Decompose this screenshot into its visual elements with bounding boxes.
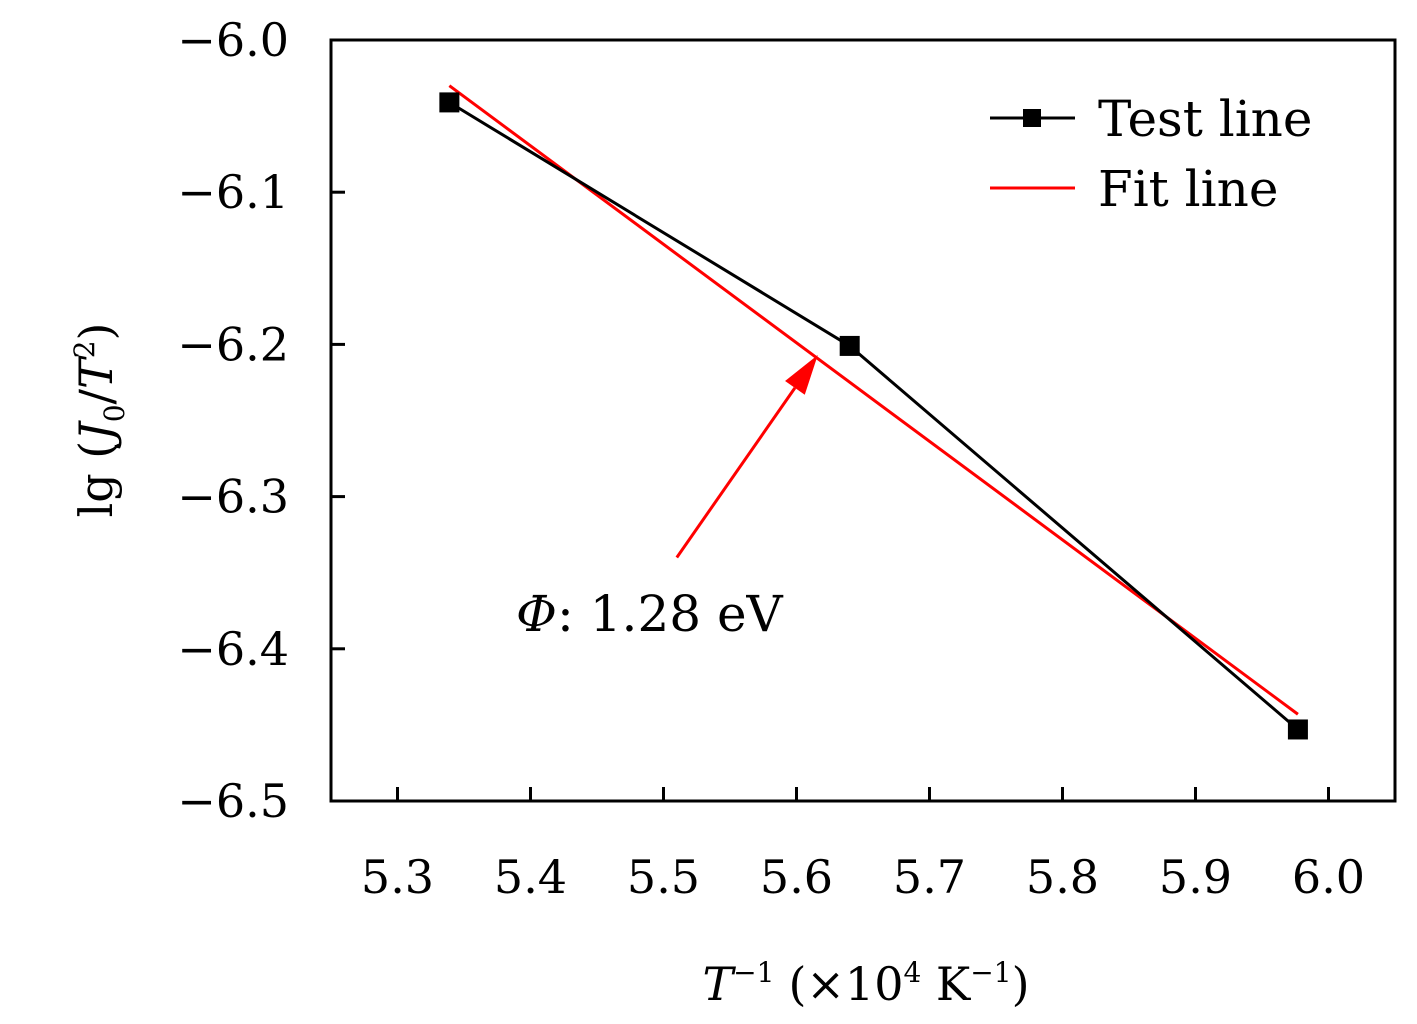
legend-fit-line-label: Fit line [1098,160,1278,218]
series-layer [439,84,1308,740]
x-tick-label-5: 5.8 [1026,850,1099,904]
x-tick-label-7: 6.0 [1292,850,1365,904]
y-axis-slash: / [69,388,123,404]
x-axis-unit-k: K [921,957,972,1011]
y-tick-label-4: −6.4 [177,622,289,676]
y-axis-sup: 2 [68,340,101,358]
y-axis-prefix: lg ( [69,441,123,518]
legend-test-line-marker [1023,109,1041,127]
x-axis-unit-k-exp: −1 [970,956,1011,989]
x-axis-var: T [702,957,736,1011]
y-axis-close: ) [69,323,123,341]
y-tick-label-0: −6.0 [177,13,289,67]
x-tick-label-3: 5.6 [760,850,833,904]
x-tick-label-1: 5.4 [494,850,567,904]
y-tick-label-2: −6.2 [177,317,289,371]
series-0-point-1 [839,335,860,356]
annotation-arrow-shaft [675,387,797,559]
x-axis-ticks: 5.3 5.4 5.5 5.6 5.7 5.8 5.9 6.0 [361,787,1365,904]
x-axis-label: T−1 (×104 K−1) [702,956,1029,1011]
plot-frame [329,38,1397,803]
series-0-point-2 [1287,719,1308,740]
y-axis-var-t: T [69,355,123,389]
annotation-symbol: Φ [516,585,557,643]
y-tick-label-1: −6.1 [177,165,289,219]
legend-test-line-label: Test line [1098,90,1312,148]
x-tick-label-2: 5.5 [627,850,700,904]
y-axis-label: lg (J0/T2) [68,323,131,518]
legend: Test line Fit line [990,90,1312,218]
annotation-label: Φ: 1.28 eV [516,585,784,643]
y-tick-label-5: −6.5 [177,774,289,828]
annotation-arrow-head [785,355,818,395]
annotation-layer [675,355,818,559]
x-tick-label-6: 5.9 [1159,850,1232,904]
series-0-point-0 [439,92,460,113]
x-tick-label-4: 5.7 [893,850,966,904]
y-axis-ticks: −6.0 −6.1 −6.2 −6.3 −6.4 −6.5 [177,13,345,828]
annotation-value: : 1.28 eV [557,585,784,643]
x-axis-unit-exp: 4 [903,956,921,989]
y-tick-label-3: −6.3 [177,470,289,524]
x-tick-label-0: 5.3 [361,850,434,904]
x-axis-var-exp: −1 [733,956,774,989]
x-axis-unit-close: ) [1012,957,1030,1011]
y-axis-sub: 0 [98,404,131,422]
x-axis-unit-open: (×10 [788,957,903,1011]
